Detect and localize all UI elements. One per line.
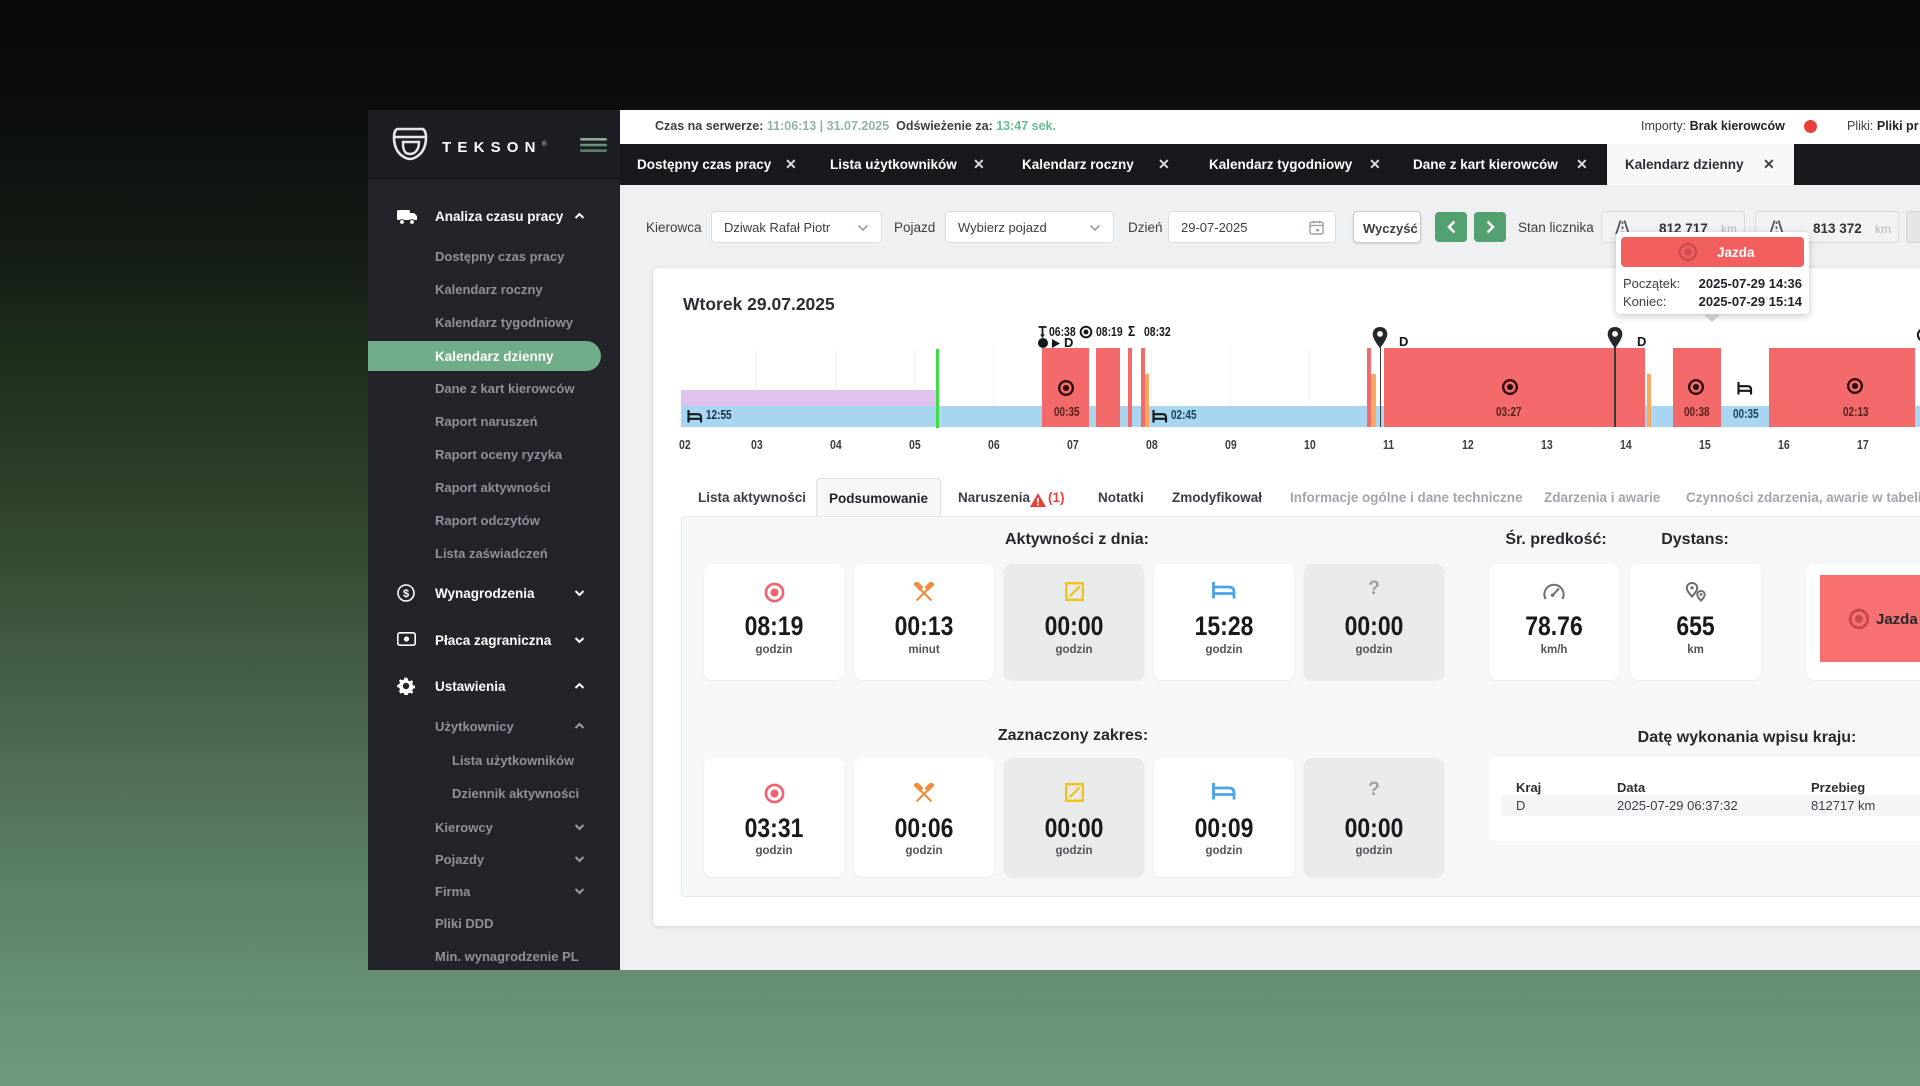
svg-text:$: $ bbox=[403, 588, 409, 600]
